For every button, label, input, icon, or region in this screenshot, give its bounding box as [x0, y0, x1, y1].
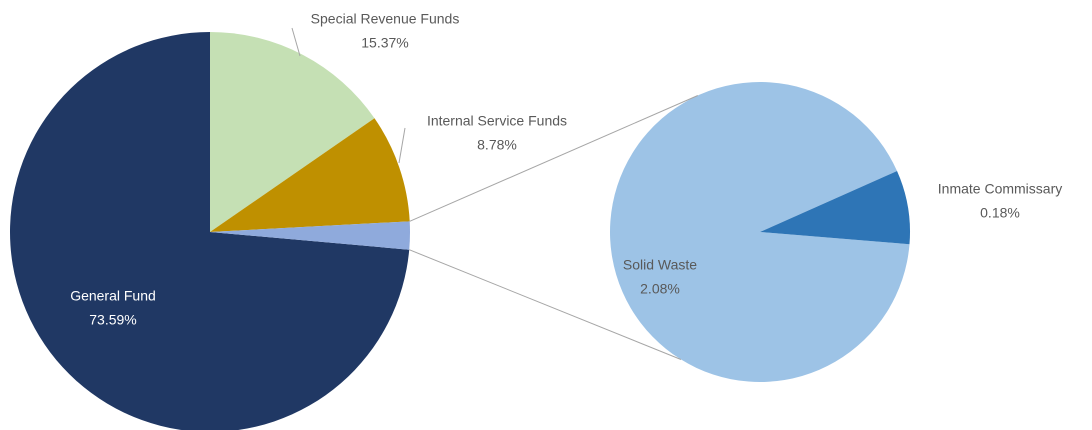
pie-slice: [10, 32, 410, 430]
data-label-name: Inmate Commissary: [938, 181, 1062, 197]
data-label-value: 8.78%: [477, 137, 517, 153]
data-label-name: Solid Waste: [623, 257, 697, 273]
data-label-name: General Fund: [70, 288, 156, 304]
leader-line: [291, 27, 301, 57]
pie-slice: [760, 170, 910, 245]
data-label-value: 73.59%: [89, 312, 136, 328]
data-label-name: Special Revenue Funds: [311, 11, 460, 27]
data-label-value: 15.37%: [361, 35, 408, 51]
pie-slice: [609, 81, 910, 382]
data-label-name: Internal Service Funds: [427, 113, 567, 129]
pie-slice: [210, 118, 410, 232]
data-label-value: 2.08%: [640, 281, 680, 297]
pie-slice: [210, 32, 375, 232]
pie-slice-group: [210, 221, 411, 250]
data-label-value: 0.18%: [980, 205, 1020, 221]
leader-line: [398, 127, 406, 164]
connector-line: [409, 95, 698, 222]
connector-line: [409, 249, 682, 360]
